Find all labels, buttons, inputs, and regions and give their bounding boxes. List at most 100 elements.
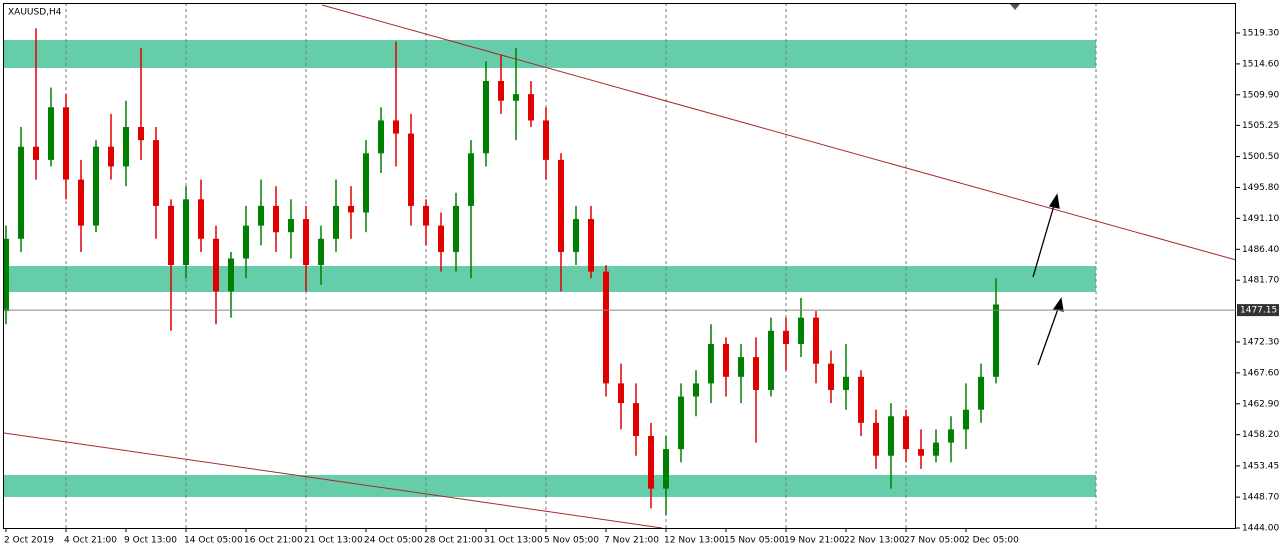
candle-body — [183, 199, 189, 266]
y-tick-label: 1448.70 — [1242, 493, 1279, 503]
candle-body — [783, 330, 789, 344]
x-tick-label: 9 Oct 13:00 — [124, 536, 177, 546]
candle-body — [303, 219, 309, 266]
candle-body — [138, 127, 144, 141]
candle-body — [708, 343, 714, 384]
candle-body — [378, 120, 384, 154]
current-price-box — [1237, 304, 1279, 317]
candle-body — [948, 429, 954, 443]
candle-body — [333, 205, 339, 239]
trend-line — [3, 432, 663, 529]
candle-body — [483, 80, 489, 154]
candle-body — [453, 205, 459, 252]
candle-body — [738, 357, 744, 377]
zone — [4, 40, 1096, 68]
trend-line — [321, 4, 1237, 261]
candle-body — [648, 435, 654, 489]
candle-body — [18, 146, 24, 239]
candle-body — [168, 205, 174, 266]
candle-body — [873, 422, 879, 456]
candle-body — [633, 403, 639, 436]
x-tick-label: 7 Nov 21:00 — [604, 536, 659, 546]
candle-body — [993, 304, 999, 377]
candle-body — [678, 396, 684, 450]
x-tick-label: 14 Oct 05:00 — [184, 536, 243, 546]
candle-body — [498, 80, 504, 101]
y-tick-label: 1495.80 — [1242, 183, 1279, 193]
candle-body — [843, 376, 849, 390]
candle-body — [573, 219, 579, 252]
candle-body — [228, 258, 234, 292]
arrow-head — [1052, 297, 1064, 312]
candle-body — [153, 140, 159, 206]
x-tick-label: 27 Nov 05:00 — [904, 536, 965, 546]
candle-body — [3, 238, 9, 312]
candle-body — [888, 416, 894, 456]
x-tick-label: 2 Oct 2019 — [4, 536, 54, 546]
arrow — [1037, 305, 1060, 366]
candle-body — [513, 94, 519, 101]
candle-body — [108, 146, 114, 167]
current-price-label: 1477.15 — [1240, 306, 1277, 316]
plot-frame — [3, 3, 1236, 529]
x-tick-label: 28 Oct 21:00 — [424, 536, 483, 546]
zone — [4, 266, 1096, 292]
candle-body — [918, 449, 924, 456]
candle-body — [348, 205, 354, 213]
y-tick-label: 1491.10 — [1242, 214, 1279, 224]
x-tick-label: 5 Nov 05:00 — [544, 536, 599, 546]
shift-marker — [1010, 4, 1020, 10]
candle-body — [258, 205, 264, 226]
candle-body — [528, 94, 534, 121]
candle-body — [468, 153, 474, 206]
candle-body — [93, 146, 99, 226]
candle-body — [588, 219, 594, 272]
candle-body — [858, 376, 864, 423]
y-tick-label: 1453.45 — [1242, 461, 1279, 471]
candle-body — [543, 120, 549, 160]
x-tick-label: 4 Oct 21:00 — [64, 536, 117, 546]
y-tick-label: 1472.30 — [1242, 337, 1279, 347]
candle-body — [33, 146, 39, 160]
candle-body — [48, 107, 54, 160]
y-tick-label: 1458.20 — [1242, 430, 1279, 440]
x-tick-label: 16 Oct 21:00 — [244, 536, 303, 546]
arrow-head — [1048, 193, 1060, 209]
y-tick-label: 1505.25 — [1242, 121, 1279, 131]
candle-body — [213, 238, 219, 292]
candle-body — [243, 225, 249, 259]
arrow — [1032, 201, 1056, 278]
y-tick-label: 1467.60 — [1242, 368, 1279, 378]
y-tick-label: 1500.50 — [1242, 152, 1279, 162]
y-tick-label: 1519.30 — [1242, 29, 1279, 39]
y-tick-label: 1462.90 — [1242, 399, 1279, 409]
x-tick-label: 15 Nov 05:00 — [724, 536, 785, 546]
candle-body — [318, 238, 324, 266]
candle-body — [408, 133, 414, 206]
x-tick-label: 24 Oct 05:00 — [364, 536, 423, 546]
x-tick-label: 22 Nov 13:00 — [844, 536, 905, 546]
x-tick-label: 19 Nov 21:00 — [784, 536, 845, 546]
candle-body — [363, 153, 369, 213]
candle-body — [618, 383, 624, 404]
candle-body — [288, 219, 294, 233]
candle-body — [423, 205, 429, 226]
y-tick-label: 1444.00 — [1242, 524, 1279, 534]
zone — [4, 475, 1096, 497]
candle-body — [663, 449, 669, 489]
candle-body — [78, 179, 84, 226]
candles — [3, 28, 999, 515]
candle-body — [978, 376, 984, 410]
candle-body — [438, 225, 444, 252]
candle-body — [723, 343, 729, 377]
candle-body — [603, 271, 609, 384]
candle-body — [693, 383, 699, 397]
x-tick-label: 2 Dec 05:00 — [964, 536, 1019, 546]
candle-body — [813, 317, 819, 364]
candle-body — [798, 317, 804, 344]
y-tick-label: 1486.40 — [1242, 245, 1279, 255]
candle-body — [393, 120, 399, 134]
candle-body — [963, 409, 969, 430]
